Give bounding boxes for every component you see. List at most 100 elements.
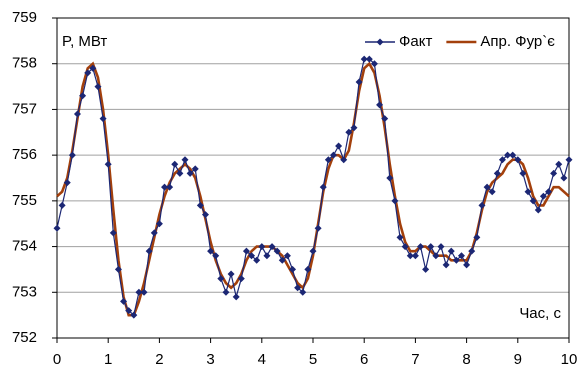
data-point	[345, 128, 353, 136]
data-point	[58, 201, 66, 209]
data-point	[258, 243, 266, 251]
data-point	[176, 169, 184, 177]
x-tick-label: 7	[411, 351, 419, 368]
data-point	[253, 256, 261, 264]
data-point	[79, 92, 87, 100]
data-point	[447, 247, 455, 255]
data-point	[529, 197, 537, 205]
data-point	[166, 183, 174, 191]
data-point	[289, 265, 297, 273]
data-point	[130, 311, 138, 319]
data-point	[401, 243, 409, 251]
data-point	[391, 197, 399, 205]
data-point	[498, 156, 506, 164]
data-point	[488, 188, 496, 196]
data-point	[340, 156, 348, 164]
x-tick-label: 4	[258, 351, 266, 368]
data-point	[135, 288, 143, 296]
data-point	[514, 156, 522, 164]
data-point	[263, 252, 271, 260]
data-point	[565, 156, 573, 164]
x-tick-label: 3	[206, 351, 214, 368]
legend-label: Факт	[399, 33, 432, 50]
data-point	[186, 169, 194, 177]
data-point	[376, 101, 384, 109]
data-point	[504, 151, 512, 159]
data-point	[493, 169, 501, 177]
data-point	[483, 183, 491, 191]
data-point	[145, 247, 153, 255]
x-axis-label: Час, с	[519, 305, 561, 322]
data-point	[509, 151, 517, 159]
x-tick-label: 9	[514, 351, 522, 368]
data-point	[242, 247, 250, 255]
data-point	[432, 252, 440, 260]
data-point	[232, 293, 240, 301]
data-point	[294, 284, 302, 292]
data-point	[109, 229, 117, 237]
legend-label: Апр. Фур`є	[480, 33, 555, 50]
data-point	[191, 165, 199, 173]
data-point	[452, 256, 460, 264]
data-point	[539, 192, 547, 200]
data-point	[406, 252, 414, 260]
data-point	[150, 229, 158, 237]
data-point	[99, 115, 107, 123]
y-tick-label: 755	[12, 192, 37, 209]
data-point	[519, 169, 527, 177]
data-point	[207, 247, 215, 255]
data-point	[329, 151, 337, 159]
data-point	[278, 256, 286, 264]
data-point	[314, 224, 322, 232]
data-point	[304, 265, 312, 273]
data-point	[478, 201, 486, 209]
data-point	[125, 307, 133, 315]
y-tick-label: 759	[12, 9, 37, 26]
data-point	[386, 174, 394, 182]
x-tick-label: 0	[53, 351, 61, 368]
data-point	[201, 211, 209, 219]
data-point	[417, 243, 425, 251]
data-point	[468, 247, 476, 255]
data-point	[73, 110, 81, 118]
data-point	[84, 69, 92, 77]
data-point	[550, 169, 558, 177]
y-axis-label: P, МВт	[62, 33, 107, 50]
data-point	[283, 252, 291, 260]
data-point	[411, 252, 419, 260]
data-point	[370, 60, 378, 68]
x-tick-label: 1	[104, 351, 112, 368]
x-tick-label: 10	[561, 351, 578, 368]
data-point	[171, 160, 179, 168]
data-point	[355, 78, 363, 86]
data-point	[273, 247, 281, 255]
data-point	[437, 243, 445, 251]
x-tick-label: 2	[155, 351, 163, 368]
data-point	[120, 297, 128, 305]
data-point	[89, 64, 97, 72]
y-tick-label: 756	[12, 146, 37, 163]
y-tick-label: 754	[12, 238, 37, 255]
data-point	[161, 183, 169, 191]
data-point	[53, 224, 61, 232]
data-point	[196, 201, 204, 209]
x-tick-label: 8	[462, 351, 470, 368]
x-tick-label: 5	[309, 351, 317, 368]
data-point	[155, 220, 163, 228]
data-point	[268, 243, 276, 251]
data-point	[181, 156, 189, 164]
data-point	[114, 265, 122, 273]
data-point	[442, 261, 450, 269]
data-point	[524, 188, 532, 196]
data-point	[248, 252, 256, 260]
data-point	[94, 83, 102, 91]
y-tick-label: 757	[12, 100, 37, 117]
data-point	[68, 151, 76, 159]
data-point	[427, 243, 435, 251]
data-point	[222, 288, 230, 296]
data-point	[473, 233, 481, 241]
data-point	[350, 124, 358, 132]
data-point	[309, 247, 317, 255]
series-line	[56, 58, 570, 317]
